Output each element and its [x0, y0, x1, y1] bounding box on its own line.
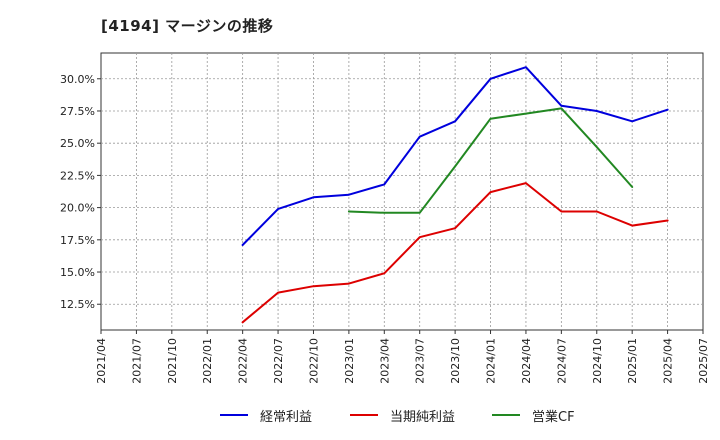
legend-label: 営業CF [532, 409, 575, 425]
legend-label: 当期純利益 [390, 409, 456, 425]
x-tick-label: 2023/01 [343, 338, 356, 384]
plot-area [100, 52, 704, 331]
y-tick-label: 25.0% [60, 137, 95, 150]
y-axis-ticks: 12.5% 15.0% 17.5% 20.0% 22.5% 25.0% 27.5% 30.0% [60, 73, 101, 311]
x-tick-label: 2022/07 [272, 338, 285, 384]
legend-item-net-income: 当期純利益 [350, 402, 455, 428]
x-tick-label: 2022/04 [237, 338, 250, 384]
y-tick-label: 15.0% [60, 266, 95, 279]
y-tick-label: 30.0% [60, 73, 95, 86]
series-line-2 [347, 107, 634, 214]
chart-legend: 経常利益 当期純利益 営業CF [0, 402, 720, 428]
x-tick-label: 2024/04 [520, 338, 533, 384]
legend-swatch [350, 414, 378, 416]
x-tick-label: 2025/07 [697, 338, 710, 384]
x-tick-label: 2023/04 [378, 338, 391, 384]
x-tick-label: 2025/01 [626, 338, 639, 384]
x-tick-label: 2024/10 [591, 338, 604, 384]
y-tick-label: 22.5% [60, 169, 95, 182]
x-axis-ticks: 2021/04 2021/07 2021/10 2022/01 2022/04 2022/… [95, 330, 710, 384]
x-tick-label: 2021/10 [166, 338, 179, 384]
chart-title: [4194] マージンの推移 [101, 17, 274, 35]
series-line-1 [241, 182, 669, 324]
x-tick-label: 2023/10 [449, 338, 462, 384]
series-lines [241, 66, 669, 324]
series-line-0 [241, 66, 669, 246]
legend-swatch [220, 414, 248, 416]
x-tick-label: 2021/07 [130, 338, 143, 384]
x-tick-label: 2024/01 [485, 338, 498, 384]
y-tick-label: 20.0% [60, 202, 95, 215]
legend-item-ordinary-profit: 経常利益 [220, 402, 312, 428]
grid-lines [101, 53, 703, 330]
y-tick-label: 17.5% [60, 234, 95, 247]
legend-item-operating-cf: 営業CF [492, 402, 575, 428]
y-tick-label: 12.5% [60, 298, 95, 311]
x-tick-label: 2021/04 [95, 338, 108, 384]
x-tick-label: 2024/07 [555, 338, 568, 384]
legend-label: 経常利益 [260, 409, 313, 425]
x-tick-label: 2022/01 [201, 338, 214, 384]
legend-swatch [492, 414, 520, 416]
y-tick-label: 27.5% [60, 105, 95, 118]
x-tick-label: 2025/04 [662, 338, 675, 384]
x-tick-label: 2023/07 [414, 338, 427, 384]
x-tick-label: 2022/10 [307, 338, 320, 384]
